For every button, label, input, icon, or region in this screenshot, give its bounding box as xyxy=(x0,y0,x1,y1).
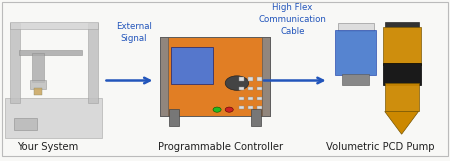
Bar xyxy=(248,77,253,80)
Bar xyxy=(338,23,374,31)
Bar xyxy=(251,109,261,126)
Text: Your System: Your System xyxy=(17,142,78,152)
Bar xyxy=(30,80,46,89)
Bar xyxy=(256,106,262,109)
Text: Programmable Controller: Programmable Controller xyxy=(158,142,283,152)
Bar xyxy=(385,83,418,111)
Bar xyxy=(160,37,270,116)
Bar xyxy=(256,87,262,90)
Bar xyxy=(238,106,244,109)
Bar xyxy=(34,88,42,95)
Bar xyxy=(19,50,82,55)
Bar xyxy=(382,63,421,85)
Bar xyxy=(88,23,98,103)
Bar xyxy=(385,22,418,27)
Bar xyxy=(238,77,244,80)
Bar xyxy=(171,47,213,84)
Bar xyxy=(248,97,253,100)
Bar xyxy=(248,87,253,90)
Bar xyxy=(32,53,44,82)
Ellipse shape xyxy=(225,107,233,112)
Bar xyxy=(169,109,179,126)
Bar xyxy=(160,37,168,116)
Bar xyxy=(10,23,20,103)
Bar xyxy=(382,27,421,65)
Ellipse shape xyxy=(213,107,221,112)
Bar xyxy=(256,97,262,100)
Text: High Flex
Communication
Cable: High Flex Communication Cable xyxy=(259,3,326,36)
Bar xyxy=(335,30,376,75)
Bar xyxy=(14,118,37,130)
Bar xyxy=(238,87,244,90)
Bar xyxy=(342,74,369,85)
Text: Volumetric PCD Pump: Volumetric PCD Pump xyxy=(326,142,435,152)
Bar xyxy=(238,97,244,100)
Bar xyxy=(262,37,270,116)
Bar xyxy=(5,98,102,138)
Bar xyxy=(256,77,262,80)
Bar xyxy=(10,22,98,29)
Ellipse shape xyxy=(225,76,248,90)
Bar xyxy=(248,106,253,109)
Text: External
Signal: External Signal xyxy=(116,22,152,43)
Polygon shape xyxy=(385,111,418,134)
